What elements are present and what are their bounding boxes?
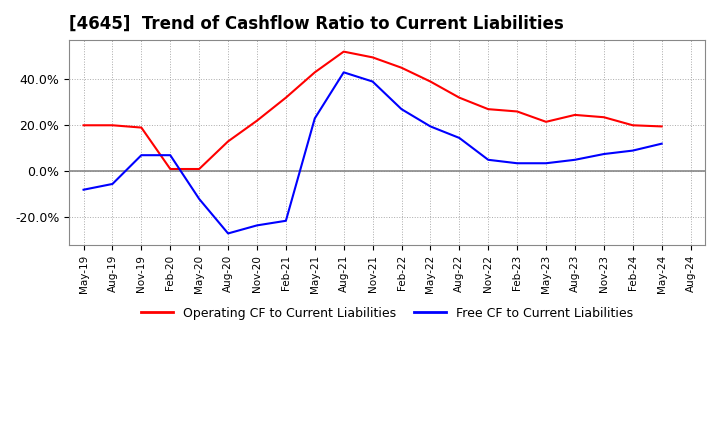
Legend: Operating CF to Current Liabilities, Free CF to Current Liabilities: Operating CF to Current Liabilities, Fre… <box>136 302 638 325</box>
Operating CF to Current Liabilities <box>629 123 637 128</box>
Operating CF to Current Liabilities <box>224 139 233 144</box>
Free CF to Current Liabilities <box>600 151 608 157</box>
Free CF to Current Liabilities <box>339 70 348 75</box>
Operating CF to Current Liabilities <box>455 95 464 100</box>
Free CF to Current Liabilities <box>282 218 290 224</box>
Operating CF to Current Liabilities <box>541 119 550 125</box>
Operating CF to Current Liabilities <box>339 49 348 54</box>
Operating CF to Current Liabilities <box>513 109 521 114</box>
Operating CF to Current Liabilities <box>253 118 261 123</box>
Line: Free CF to Current Liabilities: Free CF to Current Liabilities <box>84 72 662 234</box>
Free CF to Current Liabilities <box>166 153 174 158</box>
Text: [4645]  Trend of Cashflow Ratio to Current Liabilities: [4645] Trend of Cashflow Ratio to Curren… <box>69 15 564 33</box>
Free CF to Current Liabilities <box>368 79 377 84</box>
Free CF to Current Liabilities <box>426 124 435 129</box>
Operating CF to Current Liabilities <box>108 123 117 128</box>
Free CF to Current Liabilities <box>79 187 88 192</box>
Free CF to Current Liabilities <box>224 231 233 236</box>
Free CF to Current Liabilities <box>137 153 145 158</box>
Free CF to Current Liabilities <box>253 223 261 228</box>
Operating CF to Current Liabilities <box>166 166 174 172</box>
Operating CF to Current Liabilities <box>484 106 492 112</box>
Operating CF to Current Liabilities <box>137 125 145 130</box>
Operating CF to Current Liabilities <box>79 123 88 128</box>
Free CF to Current Liabilities <box>629 148 637 153</box>
Operating CF to Current Liabilities <box>600 114 608 120</box>
Free CF to Current Liabilities <box>310 116 319 121</box>
Free CF to Current Liabilities <box>657 141 666 147</box>
Operating CF to Current Liabilities <box>657 124 666 129</box>
Operating CF to Current Liabilities <box>282 95 290 100</box>
Free CF to Current Liabilities <box>541 161 550 166</box>
Operating CF to Current Liabilities <box>397 65 406 70</box>
Free CF to Current Liabilities <box>513 161 521 166</box>
Free CF to Current Liabilities <box>195 196 204 202</box>
Operating CF to Current Liabilities <box>426 79 435 84</box>
Operating CF to Current Liabilities <box>195 166 204 172</box>
Free CF to Current Liabilities <box>455 135 464 140</box>
Operating CF to Current Liabilities <box>310 70 319 75</box>
Free CF to Current Liabilities <box>397 106 406 112</box>
Free CF to Current Liabilities <box>484 157 492 162</box>
Line: Operating CF to Current Liabilities: Operating CF to Current Liabilities <box>84 51 662 169</box>
Operating CF to Current Liabilities <box>368 55 377 60</box>
Free CF to Current Liabilities <box>571 157 580 162</box>
Free CF to Current Liabilities <box>108 181 117 187</box>
Operating CF to Current Liabilities <box>571 112 580 117</box>
